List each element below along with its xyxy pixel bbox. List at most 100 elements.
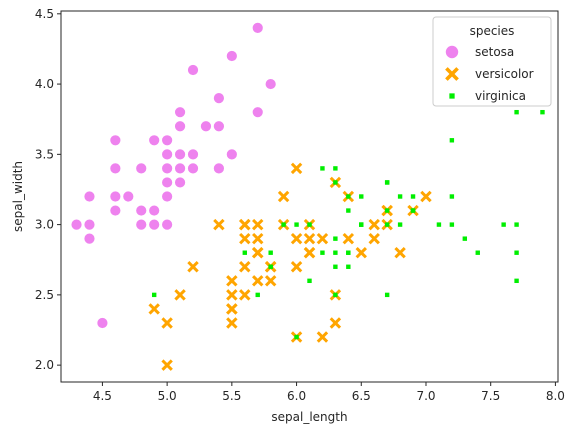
point-versicolor (420, 190, 432, 203)
point-setosa (109, 162, 122, 175)
point-setosa (200, 120, 212, 133)
point-virginica (514, 250, 519, 255)
point-versicolor (368, 232, 380, 245)
point-setosa (122, 190, 135, 203)
legend-title: species (470, 24, 515, 38)
point-virginica (333, 166, 338, 171)
x-tick-label: 6.5 (352, 389, 371, 403)
point-setosa (83, 190, 96, 203)
point-versicolor (277, 190, 290, 203)
point-virginica (384, 222, 390, 227)
point-virginica (514, 109, 519, 115)
point-setosa (161, 176, 174, 189)
point-setosa (251, 21, 264, 34)
point-versicolor (239, 218, 251, 231)
point-versicolor (264, 275, 277, 287)
point-setosa (148, 204, 161, 217)
point-virginica (242, 250, 247, 255)
point-virginica (333, 180, 338, 185)
point-virginica (307, 278, 312, 284)
plot-frame (60, 10, 559, 383)
point-setosa (148, 134, 161, 147)
y-tick-label: 3.5 (35, 147, 54, 161)
point-versicolor (303, 246, 316, 259)
point-virginica (320, 166, 325, 171)
point-setosa (96, 317, 109, 329)
y-tick-label: 3.0 (35, 218, 54, 232)
point-virginica (384, 180, 390, 185)
legend-marker-virginica (449, 93, 455, 99)
point-setosa (161, 148, 174, 161)
point-setosa (161, 190, 174, 203)
series-setosa (70, 21, 277, 329)
point-virginica (397, 222, 403, 227)
point-virginica (346, 264, 351, 269)
point-virginica (449, 138, 455, 143)
point-versicolor (226, 289, 238, 301)
axes (60, 10, 559, 383)
point-setosa (187, 148, 199, 161)
point-versicolor (239, 289, 251, 301)
point-setosa (213, 162, 225, 175)
point-virginica (151, 292, 157, 298)
point-virginica (320, 250, 325, 255)
point-virginica (333, 236, 338, 241)
x-axis-ticks: 4.5 5.0 5.5 6.0 6.5 7.0 7.5 8.0 (93, 382, 565, 403)
point-virginica (294, 334, 299, 340)
point-setosa (225, 50, 238, 62)
point-versicolor (226, 303, 238, 315)
point-versicolor (290, 162, 303, 175)
point-virginica (307, 222, 312, 227)
point-virginica (359, 194, 364, 199)
point-virginica (281, 222, 286, 227)
point-virginica (346, 250, 351, 255)
point-setosa (161, 162, 174, 175)
x-tick-label: 7.5 (481, 389, 500, 403)
point-versicolor (316, 331, 329, 343)
point-virginica (462, 236, 468, 241)
point-virginica (436, 222, 442, 227)
point-setosa (174, 162, 186, 175)
y-axis-label: sepal_width (11, 161, 25, 232)
point-versicolor (161, 317, 173, 329)
series-virginica (151, 109, 545, 340)
point-setosa (174, 120, 186, 133)
point-setosa (109, 190, 122, 203)
legend-marker-setosa (444, 45, 459, 60)
x-tick-label: 4.5 (93, 389, 112, 403)
point-versicolor (290, 232, 303, 245)
point-virginica (397, 194, 403, 199)
point-setosa (83, 232, 96, 245)
point-versicolor (226, 317, 238, 329)
point-setosa (174, 106, 186, 119)
point-setosa (213, 92, 225, 105)
point-setosa (174, 148, 186, 161)
y-tick-label: 2.0 (35, 358, 54, 372)
point-virginica (346, 194, 351, 199)
point-virginica (514, 222, 519, 227)
point-versicolor (174, 289, 186, 301)
point-setosa (251, 106, 264, 119)
point-virginica (346, 208, 351, 213)
point-setosa (213, 120, 225, 133)
point-virginica (333, 292, 338, 298)
point-virginica (268, 250, 273, 255)
legend-entry-versicolor: versicolor (445, 67, 534, 81)
y-tick-label: 4.0 (35, 77, 54, 91)
point-virginica (475, 250, 480, 255)
point-versicolor (187, 261, 199, 273)
y-tick-label: 2.5 (35, 288, 54, 302)
legend-label: versicolor (475, 67, 534, 81)
point-versicolor (316, 232, 329, 245)
point-virginica (514, 278, 519, 284)
x-tick-label: 8.0 (546, 389, 565, 403)
point-versicolor (252, 246, 264, 259)
point-setosa (161, 134, 174, 147)
point-setosa (83, 218, 96, 231)
point-versicolor (226, 275, 238, 287)
data-points (70, 21, 545, 371)
x-tick-label: 7.0 (416, 389, 435, 403)
point-virginica (359, 222, 364, 227)
point-versicolor (213, 218, 225, 231)
